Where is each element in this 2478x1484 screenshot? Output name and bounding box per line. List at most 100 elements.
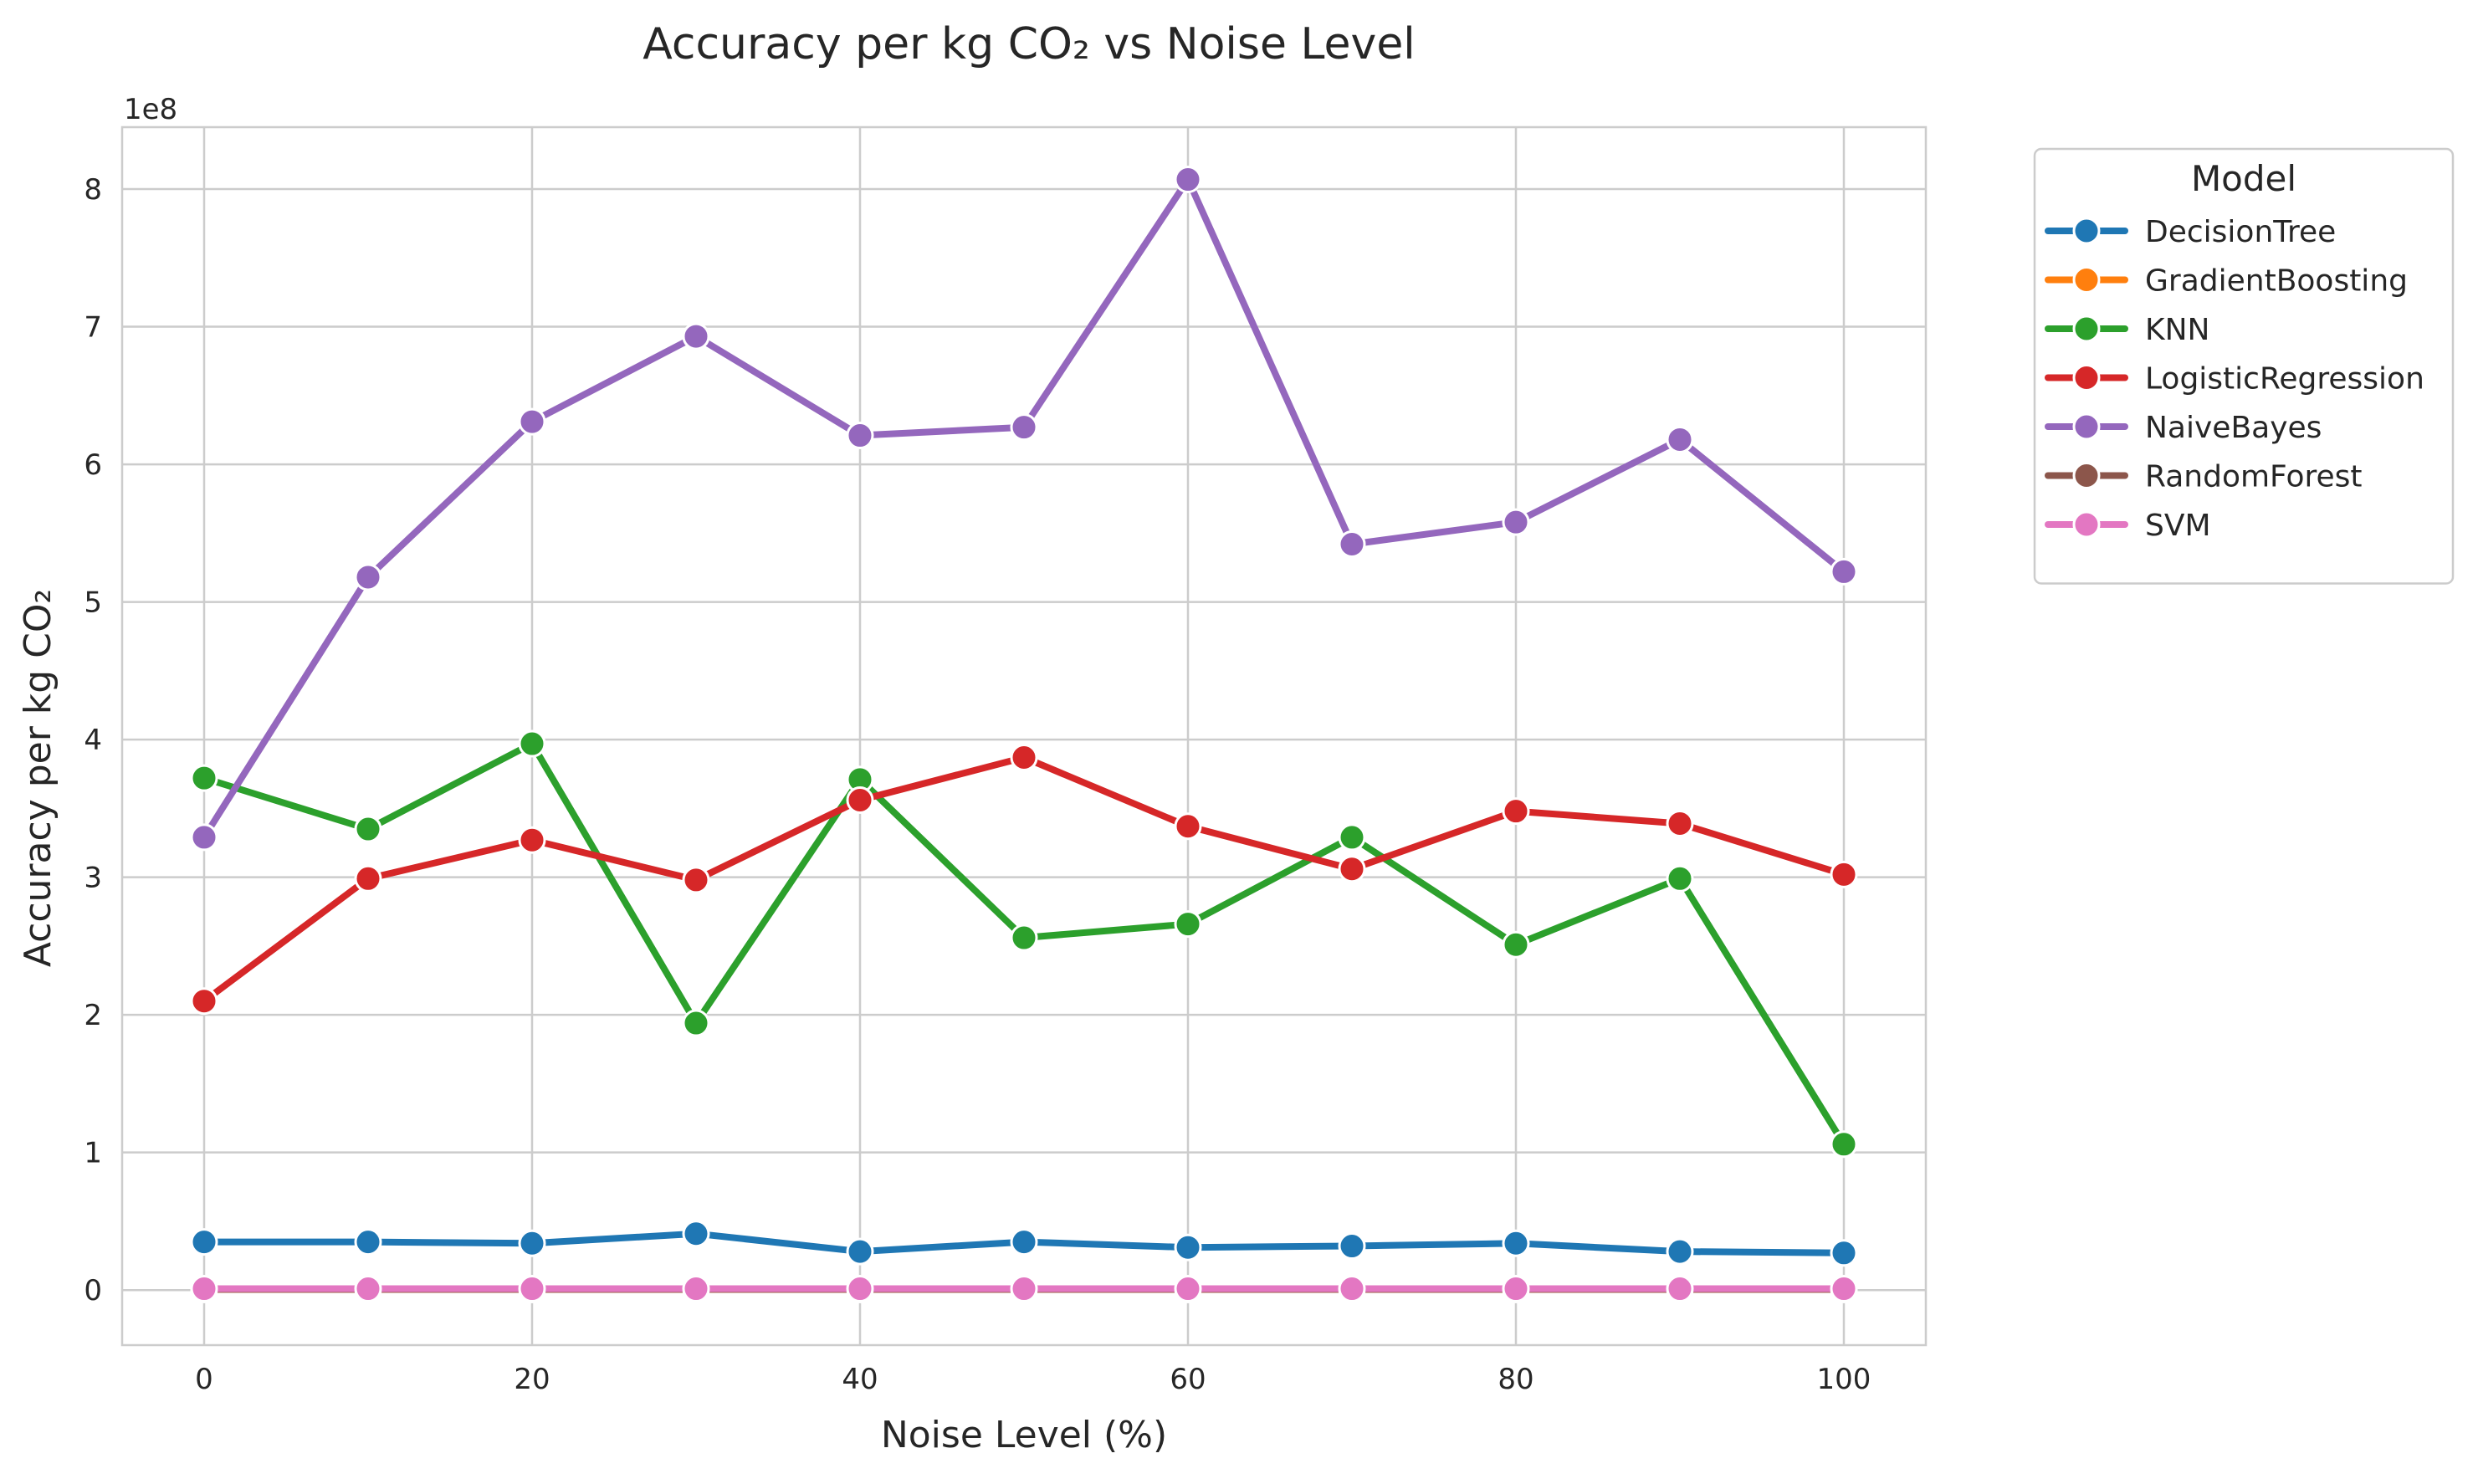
- data-point-knn: [1174, 910, 1202, 939]
- legend-marker-randomforest: [2072, 462, 2101, 489]
- legend-title: Model: [2191, 158, 2296, 199]
- y-tick-label: 4: [84, 724, 102, 757]
- data-point-svm: [1338, 1275, 1366, 1303]
- data-point-logisticregression: [1830, 860, 1858, 888]
- x-tick-label: 80: [1498, 1363, 1533, 1396]
- legend-label-knn: KNN: [2145, 313, 2209, 347]
- data-point-naivebayes: [1010, 413, 1038, 442]
- data-point-naivebayes: [1338, 530, 1366, 558]
- legend-marker-naivebayes: [2072, 412, 2101, 441]
- chart-title: Accuracy per kg CO₂ vs Noise Level: [643, 19, 1416, 69]
- axes-layer: 0 20 40 60 80 100 0 1 2 3 4 5 6 7 8: [84, 125, 1928, 1396]
- data-point-decisiontree: [1174, 1233, 1202, 1261]
- legend-label-logisticregression: LogisticRegression: [2145, 362, 2424, 397]
- data-point-svm: [682, 1275, 710, 1303]
- data-point-naivebayes: [1502, 508, 1530, 536]
- y-tick-label: 3: [84, 862, 102, 895]
- data-point-svm: [1830, 1275, 1858, 1303]
- data-point-decisiontree: [846, 1237, 874, 1266]
- data-point-naivebayes: [682, 322, 710, 351]
- legend-marker-logisticregression: [2072, 364, 2101, 391]
- plot-background: [122, 127, 1926, 1345]
- y-tick-label: 2: [84, 999, 102, 1032]
- data-point-knn: [1830, 1130, 1858, 1159]
- legend-marker-svm: [2072, 510, 2101, 539]
- y-offset-label: 1e8: [124, 93, 177, 126]
- data-point-decisiontree: [1502, 1229, 1530, 1257]
- data-point-naivebayes: [518, 407, 546, 436]
- data-point-knn: [1338, 823, 1366, 852]
- data-point-decisiontree: [1338, 1232, 1366, 1261]
- legend-item-gradientboosting: GradientBoosting: [2045, 264, 2408, 299]
- data-point-svm: [518, 1275, 546, 1303]
- x-tick-label: 100: [1817, 1363, 1871, 1396]
- data-point-logisticregression: [354, 864, 382, 893]
- y-tick-label: 8: [84, 173, 102, 207]
- data-point-decisiontree: [518, 1229, 546, 1257]
- y-tick-label: 7: [84, 311, 102, 345]
- plot-frame: [120, 125, 1928, 1347]
- legend-label-decisiontree: DecisionTree: [2145, 215, 2336, 249]
- data-point-knn: [682, 1009, 710, 1037]
- data-point-logisticregression: [1174, 812, 1202, 841]
- legend-marker-gradientboosting: [2072, 266, 2101, 294]
- data-point-svm: [354, 1275, 382, 1303]
- legend-item-decisiontree: DecisionTree: [2045, 215, 2336, 249]
- legend-item-randomforest: RandomForest: [2045, 460, 2363, 494]
- y-tick-label: 0: [84, 1274, 102, 1307]
- legend-item-svm: SVM: [2045, 509, 2211, 543]
- legend-item-naivebayes: NaiveBayes: [2045, 411, 2322, 445]
- y-tick-label: 6: [84, 448, 102, 482]
- data-point-naivebayes: [1666, 425, 1694, 453]
- legend: Model DecisionTree GradientBoosting KNN Logi…: [2033, 147, 2455, 585]
- legend-marker-decisiontree: [2072, 217, 2101, 245]
- series-layer: [190, 166, 1858, 1303]
- legend-item-knn: KNN: [2045, 313, 2209, 347]
- x-tick-label: 60: [1170, 1363, 1206, 1396]
- data-point-svm: [1666, 1275, 1694, 1303]
- legend-label-randomforest: RandomForest: [2145, 460, 2363, 494]
- data-point-svm: [1502, 1275, 1530, 1303]
- data-point-decisiontree: [1830, 1239, 1858, 1267]
- legend-label-svm: SVM: [2145, 509, 2211, 543]
- x-axis-label: Noise Level (%): [881, 1414, 1167, 1456]
- data-point-knn: [1666, 864, 1694, 893]
- data-point-knn: [518, 729, 546, 758]
- legend-label-naivebayes: NaiveBayes: [2145, 411, 2322, 445]
- data-point-svm: [190, 1275, 218, 1303]
- x-tick-label: 20: [514, 1363, 550, 1396]
- data-point-logisticregression: [518, 826, 546, 854]
- data-point-naivebayes: [190, 823, 218, 852]
- data-point-logisticregression: [190, 987, 218, 1016]
- y-axis-label: Accuracy per kg CO₂: [17, 589, 59, 967]
- data-point-decisiontree: [190, 1228, 218, 1256]
- legend-marker-knn: [2072, 315, 2101, 343]
- data-point-svm: [846, 1275, 874, 1303]
- legend-label-gradientboosting: GradientBoosting: [2145, 264, 2408, 299]
- data-point-decisiontree: [1010, 1228, 1038, 1256]
- legend-item-logisticregression: LogisticRegression: [2045, 362, 2424, 397]
- data-point-naivebayes: [1830, 557, 1858, 586]
- data-point-logisticregression: [1338, 855, 1366, 883]
- legend-frame: [2033, 147, 2455, 585]
- data-point-logisticregression: [1502, 797, 1530, 826]
- data-point-decisiontree: [1666, 1237, 1694, 1266]
- data-point-knn: [354, 815, 382, 843]
- data-point-knn: [190, 764, 218, 792]
- data-point-knn: [1010, 924, 1038, 952]
- data-point-logisticregression: [846, 786, 874, 815]
- data-point-logisticregression: [1010, 744, 1038, 772]
- y-tick-label: 1: [84, 1137, 102, 1170]
- grid-layer: [122, 127, 1926, 1345]
- data-point-naivebayes: [846, 422, 874, 450]
- data-point-logisticregression: [1666, 809, 1694, 837]
- x-tick-label: 40: [842, 1363, 878, 1396]
- data-point-naivebayes: [354, 563, 382, 591]
- data-point-naivebayes: [1174, 166, 1202, 194]
- x-tick-label: 0: [195, 1363, 213, 1396]
- y-tick-label: 5: [84, 586, 102, 620]
- data-point-knn: [1502, 930, 1530, 959]
- data-point-logisticregression: [682, 866, 710, 894]
